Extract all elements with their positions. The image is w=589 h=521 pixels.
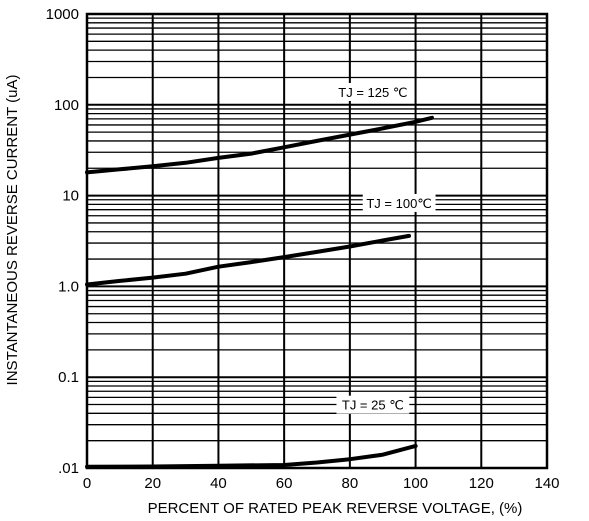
y-tick-label: 10 bbox=[62, 188, 79, 205]
grid bbox=[86, 14, 548, 469]
series-label-background bbox=[332, 83, 413, 102]
plot-border bbox=[85, 12, 549, 470]
x-tick-label: 40 bbox=[210, 475, 227, 492]
x-tick-label: 60 bbox=[276, 475, 293, 492]
series-lines bbox=[85, 115, 434, 469]
x-tick-label: 0 bbox=[83, 475, 91, 492]
x-axis-label: PERCENT OF RATED PEAK REVERSE VOLTAGE, (… bbox=[148, 500, 523, 517]
x-tick-label: 100 bbox=[403, 475, 428, 492]
y-tick-label: 1000 bbox=[46, 6, 79, 23]
x-tick-label: 120 bbox=[469, 475, 494, 492]
series-line-1 bbox=[85, 233, 411, 287]
plot-frame bbox=[85, 12, 549, 470]
series-label-2: TJ = 25 ℃ bbox=[342, 398, 404, 413]
series-line-2 bbox=[85, 443, 418, 469]
x-tick-label: 140 bbox=[534, 475, 559, 492]
x-tick-label: 80 bbox=[342, 475, 359, 492]
y-tick-label: 0.1 bbox=[58, 369, 79, 386]
y-tick-label: 100 bbox=[54, 97, 79, 114]
series-label-background bbox=[336, 395, 410, 414]
tick-labels: 0 20 40 60 80 100 120 140 .01 0.1 1.0 10 100 1000 bbox=[46, 6, 560, 492]
series-labels: TJ = 125 ℃ TJ = 100℃ TJ = 25 ℃ bbox=[332, 83, 436, 414]
series-label-0: TJ = 125 ℃ bbox=[338, 85, 407, 100]
y-tick-label: .01 bbox=[58, 460, 79, 477]
y-tick-label: 1.0 bbox=[58, 278, 79, 295]
x-tick-label: 20 bbox=[144, 475, 161, 492]
series-label-1: TJ = 100℃ bbox=[366, 196, 432, 211]
series-line-0 bbox=[85, 115, 434, 175]
series-label-background bbox=[362, 193, 436, 212]
y-axis-label: INSTANTANEOUS REVERSE CURRENT (uA) bbox=[4, 75, 21, 386]
